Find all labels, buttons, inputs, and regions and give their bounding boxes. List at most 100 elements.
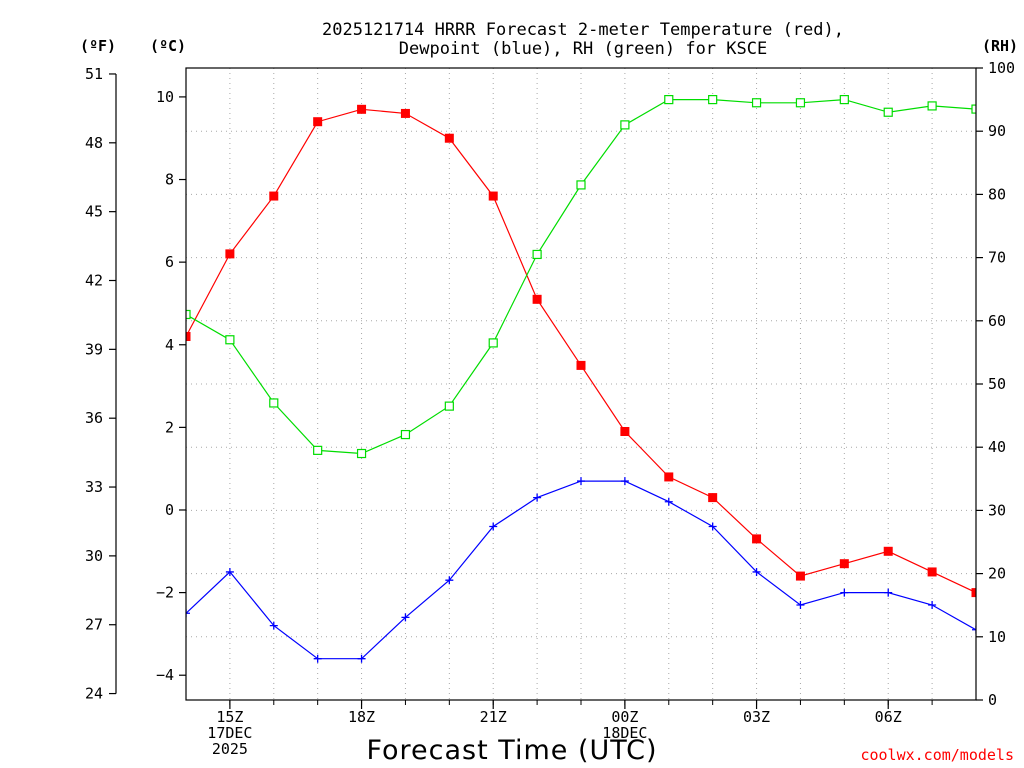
celsius-tick-label: 6 [165,253,174,271]
x-tick-label: 15Z [216,708,243,726]
temperature-point [664,472,674,482]
fahrenheit-tick-label: 42 [85,272,103,290]
rh-point [356,448,367,459]
celsius-tick-label: −4 [156,666,174,684]
temperature-point [927,567,937,577]
dewpoint-point [664,497,673,506]
temperature-series [186,104,976,598]
rh-tick-label: 90 [988,122,1006,140]
x-tick-label: 06Z [875,708,902,726]
fahrenheit-axis-unit: (ºF) [80,37,116,55]
rh-point [576,180,586,190]
chart-title: 2025121714 HRRR Forecast 2-meter Tempera… [322,20,844,59]
fahrenheit-tick-label: 33 [85,478,103,496]
rh-point [532,249,542,260]
x-tick-label: 17DEC [207,724,252,742]
dewpoint-point [533,493,542,502]
rh-point [883,107,893,117]
dewpoint-point [357,654,366,663]
credit-text: coolwx.com/models [860,746,1014,764]
celsius-axis-unit: (ºC) [150,37,186,55]
dewpoint-point [620,477,629,486]
celsius-tick-label: 4 [165,336,174,354]
x-tick-label: 00Z [611,708,638,726]
chart-title-line-2: Dewpoint (blue), RH (green) for KSCE [399,39,767,59]
rh-point [488,338,498,348]
rh-point [620,120,630,130]
rh-axis-unit: (RH) [982,37,1018,55]
rh-series [186,94,976,459]
temperature-point [488,191,498,201]
temperature-point [269,191,279,201]
celsius-tick-label: 2 [165,418,174,436]
temperature-point [532,294,542,304]
dewpoint-point [186,609,190,618]
temperature-point [971,588,976,598]
rh-point [795,98,806,108]
rh-tick-label: 80 [988,185,1006,203]
dewpoint-point [884,588,893,597]
rh-point [225,335,235,345]
rh-tick-label: 0 [988,691,997,709]
dewpoint-point [752,567,761,576]
data-series [186,94,976,663]
fahrenheit-tick-label: 39 [85,340,103,358]
temperature-point [620,427,630,437]
fahrenheit-tick-label: 24 [85,685,103,703]
celsius-tick-label: 10 [156,88,174,106]
rh-point [664,94,674,105]
rh-point [313,445,323,455]
temperature-point [576,360,586,370]
dewpoint-point [708,522,717,531]
rh-tick-label: 70 [988,249,1006,267]
dewpoint-point [840,588,849,597]
rh-line [186,98,976,455]
rh-point [971,104,976,114]
dewpoint-point [445,576,454,585]
dewpoint-series [186,477,976,663]
temperature-point [357,104,367,114]
temperature-point [708,493,718,503]
x-tick-label: 18DEC [602,724,647,742]
rh-tick-label: 100 [988,59,1015,77]
temperature-point [839,559,849,569]
rh-point [269,398,279,408]
x-tick-label: 18Z [348,708,375,726]
x-tick-label: 2025 [212,740,248,758]
temperature-point [444,133,454,143]
rh-point [751,98,762,108]
x-tick-label: 21Z [480,708,507,726]
rh-tick-label: 60 [988,312,1006,330]
dewpoint-point [577,477,585,486]
rh-point [708,94,718,105]
x-axis-title: Forecast Time (UTC) [366,735,657,766]
temperature-point [225,249,235,259]
dewpoint-point [269,621,278,630]
celsius-tick-label: 8 [165,171,174,189]
rh-tick-label: 30 [988,501,1006,519]
fahrenheit-tick-label: 30 [85,547,103,565]
fahrenheit-tick-label: 51 [85,65,103,83]
fahrenheit-tick-label: 45 [85,203,103,221]
axes: 24273033363942454851−4−20246810010203040… [85,59,1015,758]
dewpoint-point [972,625,976,634]
x-tick-label: 03Z [743,708,770,726]
temperature-point [400,108,410,118]
temperature-point [795,571,805,581]
rh-point [444,401,454,411]
dewpoint-point [401,613,410,622]
rh-point [839,94,849,105]
dewpoint-point [313,654,322,663]
rh-tick-label: 50 [988,375,1006,393]
chart-title-line-1: 2025121714 HRRR Forecast 2-meter Tempera… [322,20,844,40]
celsius-tick-label: 0 [165,501,174,519]
rh-point [186,309,191,320]
dewpoint-point [489,522,498,531]
rh-point [927,101,937,111]
temperature-point [186,331,191,341]
celsius-tick-label: −2 [156,584,174,602]
rh-tick-label: 20 [988,565,1006,583]
rh-tick-label: 10 [988,628,1006,646]
dewpoint-point [225,567,234,576]
